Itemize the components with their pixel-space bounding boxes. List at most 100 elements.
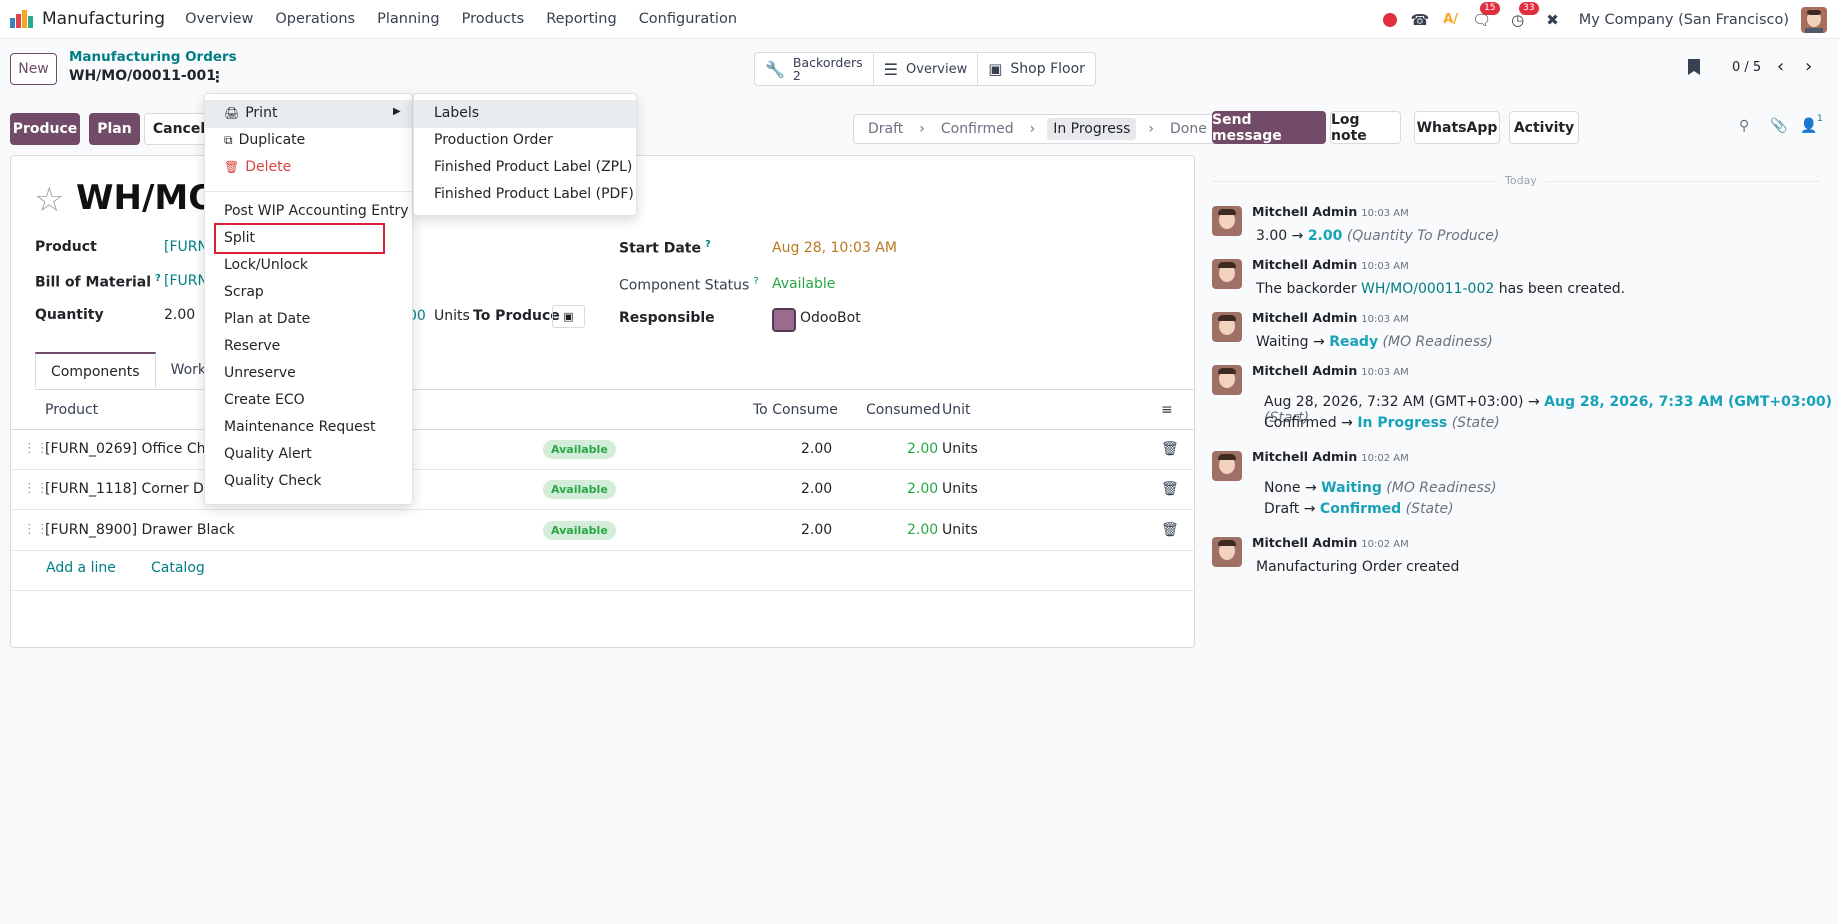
message-avatar[interactable] (1212, 451, 1242, 481)
tab-work-orders[interactable]: Work (170, 362, 207, 378)
stage-draft[interactable]: Draft (868, 121, 904, 137)
overview-button[interactable]: ☰ Overview (874, 53, 979, 85)
message-author[interactable]: Mitchell Admin 10:03 AM (1252, 363, 1409, 378)
followers-icon[interactable]: 👤 (1800, 118, 1818, 134)
log-note-button[interactable]: Log note (1330, 111, 1401, 144)
menu-configuration[interactable]: Configuration (638, 11, 738, 27)
plan-button[interactable]: Plan (89, 113, 140, 145)
add-line-link[interactable]: Add a line (46, 560, 116, 576)
labels-menu-item[interactable]: Labels (434, 105, 480, 121)
tab-components[interactable]: Components (35, 352, 156, 388)
menu-planning[interactable]: Planning (377, 11, 440, 27)
company-switcher[interactable]: My Company (San Francisco) (1578, 11, 1789, 28)
product-value[interactable]: [FURN (164, 239, 208, 255)
pager-next-icon[interactable]: › (1805, 56, 1813, 77)
app-title[interactable]: Manufacturing (42, 9, 166, 29)
row-product[interactable]: [FURN_0269] Office Chai (45, 441, 218, 457)
production-order-menu-item[interactable]: Production Order (434, 132, 553, 148)
stage-done[interactable]: Done (1170, 121, 1207, 137)
delete-row-icon[interactable]: 🗑 (1161, 522, 1179, 538)
quality-check-menu-item[interactable]: Quality Check (224, 473, 322, 489)
start-date-value[interactable]: Aug 28, 10:03 AM (772, 240, 897, 256)
row-product[interactable]: [FURN_8900] Drawer Black (45, 522, 235, 538)
row-to-consume[interactable]: 2.00 (801, 441, 833, 457)
translate-icon[interactable]: A/ (1443, 12, 1459, 27)
split-menu-item[interactable]: Split (224, 230, 256, 246)
activity-button[interactable]: Activity (1509, 111, 1579, 144)
recording-icon[interactable] (1382, 12, 1397, 27)
delete-menu-item[interactable]: 🗑 Delete (224, 159, 292, 175)
phone-icon[interactable]: ☎ (1410, 10, 1430, 29)
col-to-consume[interactable]: To Consume (753, 402, 838, 418)
message-author[interactable]: Mitchell Admin 10:03 AM (1252, 310, 1409, 325)
priority-star-icon[interactable]: ☆ (34, 180, 65, 220)
unreserve-menu-item[interactable]: Unreserve (224, 365, 296, 381)
catalog-link[interactable]: Catalog (151, 560, 205, 576)
shop-floor-button[interactable]: ▣ Shop Floor (978, 53, 1095, 85)
row-consumed[interactable]: 2.00 (907, 441, 939, 457)
produce-camera-button[interactable]: ▣ (552, 305, 585, 328)
pager-value[interactable]: 0 / 5 (1732, 60, 1762, 75)
row-product[interactable]: [FURN_1118] Corner Des (45, 481, 220, 497)
manufacturing-app-icon[interactable] (10, 10, 34, 28)
post-wip-menu-item[interactable]: Post WIP Accounting Entry (224, 203, 409, 219)
print-menu-item[interactable]: 🖨 Print (224, 105, 278, 121)
drag-handle-icon[interactable]: ⋮⋮ (23, 441, 49, 456)
message-author[interactable]: Mitchell Admin 10:02 AM (1252, 449, 1409, 464)
quantity-value[interactable]: 2.00 (164, 307, 196, 323)
bookmark-icon[interactable] (1688, 59, 1700, 75)
message-avatar[interactable] (1212, 365, 1242, 395)
optional-columns-icon[interactable]: ≡ (1161, 402, 1173, 418)
quality-alert-menu-item[interactable]: Quality Alert (224, 446, 312, 462)
produce-button[interactable]: Produce (10, 113, 80, 145)
row-to-consume[interactable]: 2.00 (801, 481, 833, 497)
drag-handle-icon[interactable]: ⋮⋮ (23, 522, 49, 537)
stage-confirmed[interactable]: Confirmed (940, 121, 1014, 137)
delete-row-icon[interactable]: 🗑 (1161, 441, 1179, 457)
message-avatar[interactable] (1212, 537, 1242, 567)
stage-in-progress[interactable]: In Progress (1047, 118, 1137, 140)
user-avatar[interactable] (1801, 6, 1827, 33)
delete-row-icon[interactable]: 🗑 (1161, 481, 1179, 497)
tools-icon[interactable]: ✖ (1546, 10, 1559, 29)
row-consumed[interactable]: 2.00 (907, 522, 939, 538)
breadcrumb-parent[interactable]: Manufacturing Orders (69, 49, 237, 65)
message-avatar[interactable] (1212, 206, 1242, 236)
maintenance-request-menu-item[interactable]: Maintenance Request (224, 419, 376, 435)
menu-products[interactable]: Products (461, 11, 525, 27)
table-row[interactable]: ⋮⋮ [FURN_8900] Drawer Black Available 2.… (11, 511, 1194, 551)
zpl-label-menu-item[interactable]: Finished Product Label (ZPL) (434, 159, 633, 175)
table-row[interactable]: ⋮⋮ [FURN_0269] Office Chai Available 2.0… (11, 430, 1194, 470)
search-messages-icon[interactable]: ⚲ (1739, 118, 1750, 134)
message-author[interactable]: Mitchell Admin 10:03 AM (1252, 257, 1409, 272)
duplicate-menu-item[interactable]: ⧉ Duplicate (224, 132, 306, 148)
col-product[interactable]: Product (45, 402, 99, 418)
messages-icon[interactable]: 🗨 15 (1472, 1, 1500, 29)
lock-unlock-menu-item[interactable]: Lock/Unlock (224, 257, 309, 273)
create-eco-menu-item[interactable]: Create ECO (224, 392, 305, 408)
whatsapp-button[interactable]: WhatsApp (1414, 111, 1500, 144)
col-consumed[interactable]: Consumed (866, 402, 941, 418)
drag-handle-icon[interactable]: ⋮⋮ (23, 481, 49, 496)
message-author[interactable]: Mitchell Admin 10:02 AM (1252, 535, 1409, 550)
bom-value[interactable]: [FURN (164, 273, 208, 289)
message-avatar[interactable] (1212, 312, 1242, 342)
table-row[interactable]: ⋮⋮ [FURN_1118] Corner Des Available 2.00… (11, 470, 1194, 510)
row-to-consume[interactable]: 2.00 (801, 522, 833, 538)
pdf-label-menu-item[interactable]: Finished Product Label (PDF) (434, 186, 634, 202)
scrap-menu-item[interactable]: Scrap (224, 284, 264, 300)
message-author[interactable]: Mitchell Admin 10:03 AM (1252, 204, 1409, 219)
responsible-value[interactable]: OdooBot (800, 310, 861, 326)
cancel-button[interactable]: Cancel (144, 113, 214, 145)
new-button[interactable]: New (10, 53, 57, 85)
attachment-icon[interactable]: 📎 (1770, 118, 1788, 134)
row-consumed[interactable]: 2.00 (907, 481, 939, 497)
send-message-button[interactable]: Send message (1212, 111, 1326, 144)
message-avatar[interactable] (1212, 259, 1242, 289)
menu-reporting[interactable]: Reporting (546, 11, 617, 27)
reserve-menu-item[interactable]: Reserve (224, 338, 281, 354)
plan-at-date-menu-item[interactable]: Plan at Date (224, 311, 311, 327)
backorders-button[interactable]: 🔧 Backorders 2 (755, 53, 874, 85)
menu-operations[interactable]: Operations (275, 11, 356, 27)
activities-clock-icon[interactable]: ◷ 33 (1511, 1, 1539, 29)
